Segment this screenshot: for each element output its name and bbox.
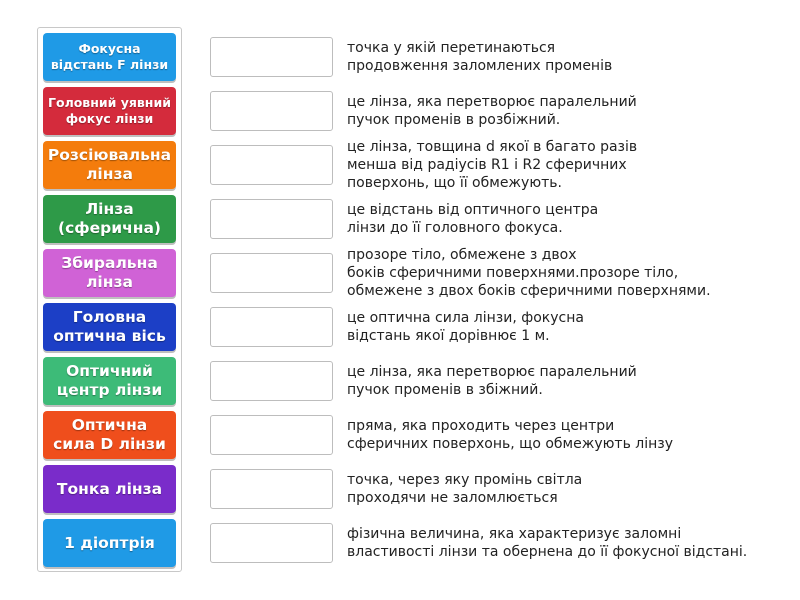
text-line: (сферична) <box>57 219 161 237</box>
answer-tile[interactable]: Головна оптична вісь <box>43 303 176 351</box>
text-line: Розсіювальна <box>47 146 172 164</box>
text-line: відстань якої дорівнює 1 м. <box>347 328 550 344</box>
description: прозоре тіло, обмежене з двох боків сфери… <box>347 246 787 300</box>
text-line: боків сферичними поверхнями.прозоре тіло… <box>347 265 679 281</box>
text-line: Головний уявний <box>48 95 171 110</box>
description: це лінза, яка перетворює паралельний пучо… <box>347 84 787 138</box>
text-line: центр лінзи <box>56 381 163 399</box>
tile-panel <box>37 27 182 572</box>
answer-tile[interactable]: Оптична сила D лінзи <box>43 411 176 459</box>
text-line: Головна <box>72 308 147 326</box>
text-line: властивості лінзи та обернена до її фоку… <box>347 544 748 560</box>
text-line: продовження заломлених променів <box>347 58 613 74</box>
text-line: оптична вісь <box>53 327 166 345</box>
answer-tile[interactable]: Фокусна відстань F лінзи <box>43 33 176 81</box>
drop-slot[interactable] <box>210 199 333 239</box>
description: точка, через яку промінь світла проходячи… <box>347 462 787 516</box>
description: це оптична сила лінзи, фокусна відстань я… <box>347 300 787 354</box>
answer-tile[interactable]: Розсіювальна лінза <box>43 141 176 189</box>
text-line: точка, через яку промінь світла <box>347 472 583 488</box>
drop-slot[interactable] <box>210 91 333 131</box>
text-line: це оптична сила лінзи, фокусна <box>347 310 584 326</box>
description: фізична величина, яка характеризує залом… <box>347 516 787 570</box>
answer-tile[interactable]: Головний уявний фокус лінзи <box>43 87 176 135</box>
text-line: Тонка лінза <box>56 479 163 498</box>
text-line: прозоре тіло, обмежене з двох <box>347 247 577 263</box>
text-line: Оптичний <box>66 362 153 380</box>
text-line: пряма, яка проходить через центри <box>347 418 615 434</box>
text-line: Збиральна <box>61 254 158 272</box>
drop-slot[interactable] <box>210 469 333 509</box>
description: це відстань від оптичного центра лінзи до… <box>347 192 787 246</box>
text-line: фізична величина, яка характеризує залом… <box>347 526 682 542</box>
answer-tile[interactable]: 1 діоптрія <box>43 519 176 567</box>
drop-slot[interactable] <box>210 145 333 185</box>
text-line: обмежене з двох боків сферичними поверхн… <box>347 283 711 299</box>
answer-tile[interactable]: Оптичний центр лінзи <box>43 357 176 405</box>
text-line: пучок променів в розбіжний. <box>347 112 561 128</box>
description: пряма, яка проходить через центри сферичн… <box>347 408 787 462</box>
answer-tile[interactable]: Збиральна лінза <box>43 249 176 297</box>
text-line: менша від радіусів R1 і R2 сферичних <box>347 157 627 173</box>
text-line: це лінза, яка перетворює паралельний <box>347 364 637 380</box>
answer-tile[interactable]: Лінза (сферична) <box>43 195 176 243</box>
text-line: сферичних поверхонь, що обмежують лінзу <box>347 436 673 452</box>
text-line: це лінза, яка перетворює паралельний <box>347 94 637 110</box>
text-line: лінзи до її головного фокуса. <box>347 220 563 236</box>
drop-slot[interactable] <box>210 415 333 455</box>
text-line: це відстань від оптичного центра <box>347 202 599 218</box>
drop-slot[interactable] <box>210 523 333 563</box>
text-line: сила D лінзи <box>53 435 166 453</box>
drop-slot[interactable] <box>210 37 333 77</box>
description: це лінза, товщина d якої в багато разів м… <box>347 138 787 192</box>
drop-slot[interactable] <box>210 307 333 347</box>
text-line: поверхонь, що її обмежують. <box>347 175 562 191</box>
text-line: точка у якій перетинаються <box>347 40 556 56</box>
text-line: Фокусна <box>78 41 141 56</box>
description: точка у якій перетинаються продовження за… <box>347 30 787 84</box>
answer-tile[interactable]: Тонка лінза <box>43 465 176 513</box>
text-line: лінза <box>86 165 133 183</box>
text-line: Оптична <box>71 416 148 434</box>
drop-slot[interactable] <box>210 253 333 293</box>
text-line: Лінза <box>85 200 134 218</box>
text-line: фокус лінзи <box>65 111 154 126</box>
text-line: лінза <box>86 273 133 291</box>
drop-slot[interactable] <box>210 361 333 401</box>
text-line: 1 діоптрія <box>64 533 155 552</box>
text-line: проходячи не заломлюється <box>347 490 558 506</box>
text-line: це лінза, товщина d якої в багато разів <box>347 139 638 155</box>
text-line: пучок променів в збіжний. <box>347 382 543 398</box>
description: це лінза, яка перетворює паралельний пучо… <box>347 354 787 408</box>
text-line: відстань F лінзи <box>50 57 169 72</box>
